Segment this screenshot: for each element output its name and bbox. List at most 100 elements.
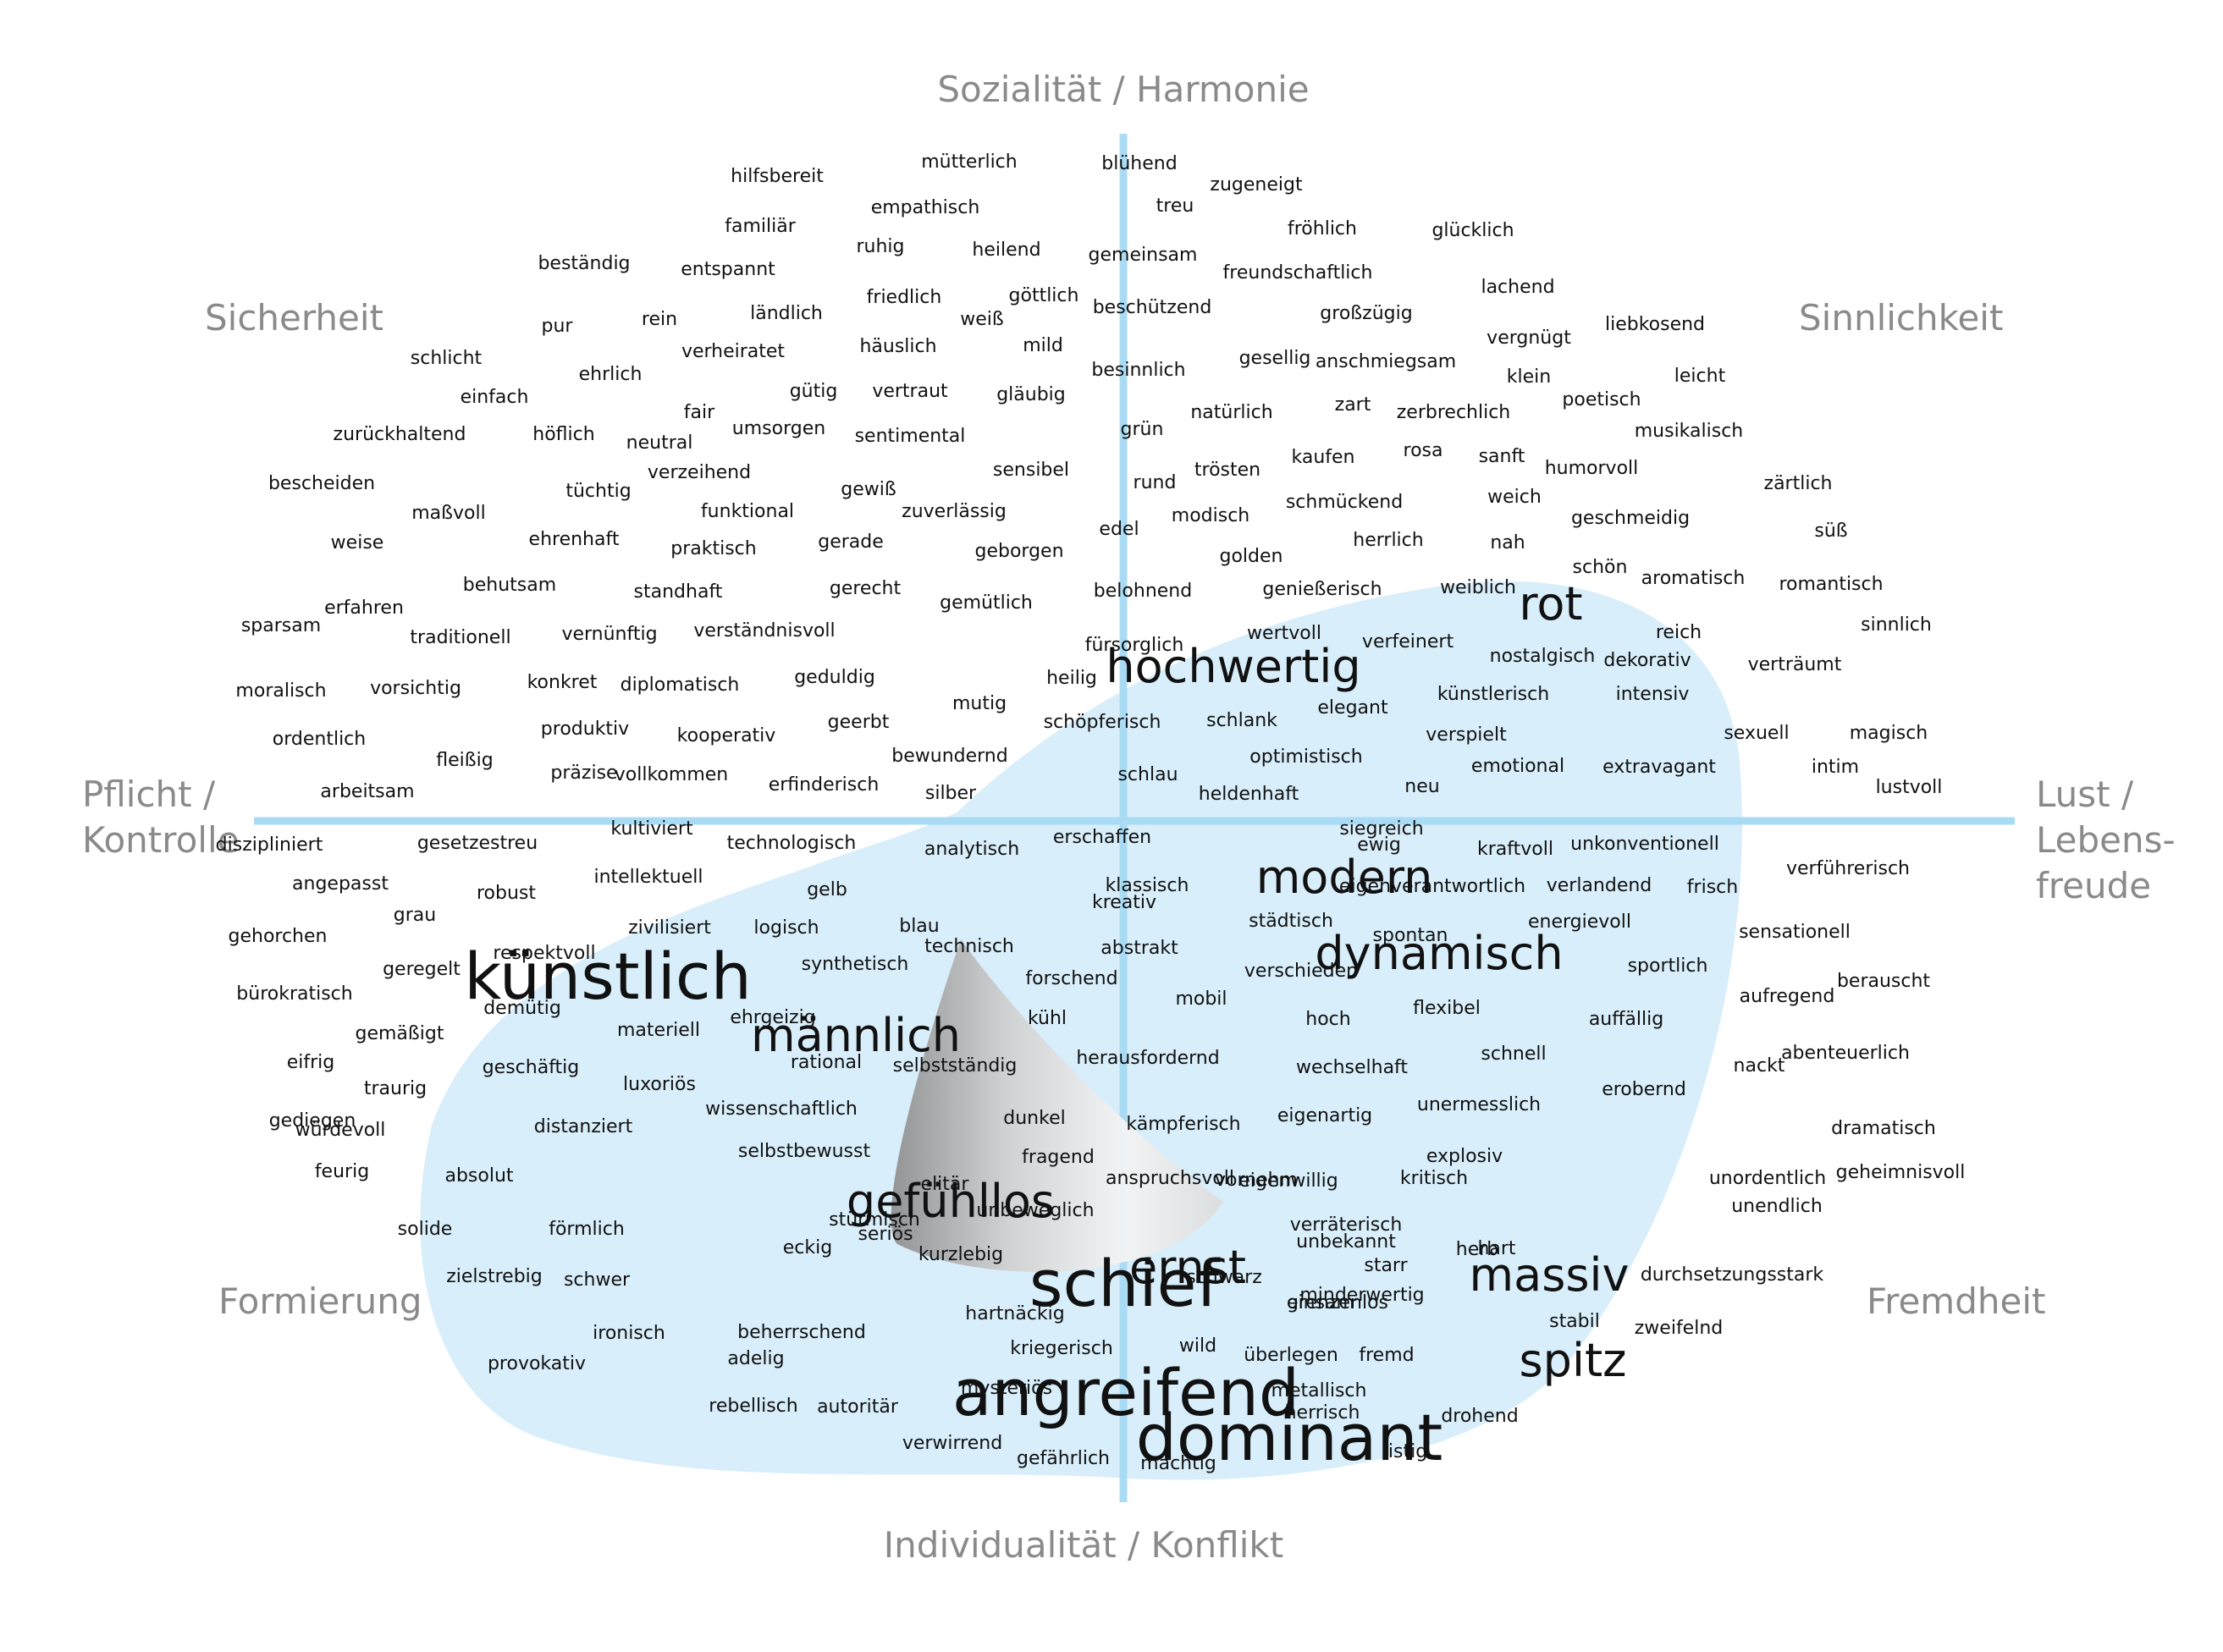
word-label: unkonventionell bbox=[1570, 834, 1719, 855]
word-label-emphasized: rot bbox=[1519, 577, 1582, 631]
word-label: grau bbox=[394, 905, 436, 926]
word-label: modisch bbox=[1172, 505, 1249, 526]
word-label: häuslich bbox=[859, 336, 936, 357]
word-label: mutig bbox=[952, 693, 1007, 714]
word-label: kritisch bbox=[1400, 1168, 1468, 1189]
word-label: autoritär bbox=[817, 1396, 899, 1418]
word-label: verlandend bbox=[1547, 875, 1652, 896]
word-label: klein bbox=[1507, 366, 1551, 388]
word-label: berauscht bbox=[1837, 971, 1930, 992]
word-label: göttlich bbox=[1009, 285, 1079, 306]
word-label: verständnisvoll bbox=[693, 620, 835, 642]
word-label: eigenverantwortlich bbox=[1339, 876, 1525, 897]
word-label: optimistisch bbox=[1249, 746, 1362, 768]
word-label: technologisch bbox=[727, 833, 857, 854]
word-label-emphasized: männlich bbox=[751, 1009, 961, 1062]
word-label: luxoriös bbox=[623, 1074, 696, 1095]
word-label: elegant bbox=[1317, 697, 1388, 719]
word-label: kühl bbox=[1028, 1008, 1067, 1029]
word-label: maßvoll bbox=[411, 503, 485, 524]
word-label: lachend bbox=[1481, 277, 1554, 298]
word-label: geschmeidig bbox=[1571, 508, 1690, 529]
word-label: ewig bbox=[1357, 834, 1401, 856]
cone-shape bbox=[891, 939, 1223, 1272]
word-label: moralisch bbox=[235, 680, 326, 702]
word-label: konkret bbox=[527, 672, 598, 693]
word-label: traurig bbox=[364, 1078, 427, 1099]
word-label: besinnlich bbox=[1091, 360, 1185, 381]
word-label: hart bbox=[1477, 1238, 1515, 1259]
word-label: praktisch bbox=[670, 538, 756, 559]
word-label: verheiratet bbox=[681, 341, 785, 362]
word-label: selbstbewusst bbox=[738, 1141, 871, 1162]
word-label: minderwertig bbox=[1299, 1285, 1424, 1306]
word-label: verfeinert bbox=[1362, 631, 1454, 653]
word-label: zerbrechlich bbox=[1397, 402, 1511, 423]
word-label: gesetzestreu bbox=[417, 833, 538, 854]
word-label: sexuell bbox=[1724, 723, 1789, 744]
word-label: tüchtig bbox=[565, 481, 631, 502]
word-label: romantisch bbox=[1779, 574, 1883, 595]
word-label: listig bbox=[1383, 1441, 1427, 1462]
word-label: bürokratisch bbox=[236, 983, 352, 1005]
word-label: stabil bbox=[1549, 1311, 1600, 1332]
word-label: freundschaftlich bbox=[1223, 262, 1373, 284]
word-label: sensibel bbox=[993, 460, 1069, 481]
word-label: verträumt bbox=[1748, 654, 1842, 675]
word-label: diszipliniert bbox=[216, 834, 323, 856]
word-label: herrisch bbox=[1285, 1402, 1360, 1423]
word-label: adelig bbox=[727, 1348, 784, 1369]
word-label: gefährlich bbox=[1017, 1448, 1110, 1469]
word-label: künstlerisch bbox=[1437, 684, 1549, 705]
word-label: friedlich bbox=[867, 287, 942, 308]
word-label: synthetisch bbox=[802, 954, 909, 975]
word-label: pur bbox=[542, 316, 574, 337]
word-label: silber bbox=[925, 783, 977, 804]
word-label-emphasized: gefühllos bbox=[847, 1175, 1055, 1228]
word-label-emphasized: modern bbox=[1256, 851, 1433, 904]
word-label: einsam bbox=[1287, 1292, 1354, 1313]
word-label: vollkommen bbox=[615, 764, 728, 785]
word-label: überlegen bbox=[1244, 1345, 1338, 1366]
word-label: herb bbox=[1456, 1239, 1499, 1260]
word-label: elitär bbox=[921, 1174, 970, 1195]
word-label: einfach bbox=[461, 387, 529, 408]
word-label: heilig bbox=[1046, 668, 1097, 689]
word-label: golden bbox=[1220, 546, 1283, 567]
word-label-emphasized: schief bbox=[1029, 1246, 1221, 1321]
word-label: anschmiegsam bbox=[1316, 351, 1456, 372]
word-label: forschend bbox=[1025, 968, 1117, 989]
word-label-emphasized: dominant bbox=[1136, 1400, 1443, 1475]
word-label: magisch bbox=[1850, 723, 1928, 744]
word-label: emotional bbox=[1471, 756, 1564, 777]
word-label: unendlich bbox=[1731, 1196, 1823, 1217]
word-label: fürsorglich bbox=[1085, 635, 1184, 656]
word-label: abenteuerlich bbox=[1781, 1043, 1910, 1064]
word-label: gemütlich bbox=[940, 592, 1033, 614]
word-label: sanft bbox=[1479, 446, 1525, 467]
quadrant-label-formierung: Formierung bbox=[218, 1280, 422, 1322]
word-label: fair bbox=[684, 402, 715, 423]
word-label: städtisch bbox=[1249, 911, 1333, 932]
word-label: ehrgeizig bbox=[730, 1007, 815, 1028]
word-label: kooperativ bbox=[677, 725, 776, 746]
word-label: wissenschaftlich bbox=[705, 1099, 858, 1120]
word-label: unbekannt bbox=[1296, 1231, 1396, 1253]
word-label: zuverlässig bbox=[902, 501, 1007, 522]
word-label: sinnlich bbox=[1861, 614, 1932, 636]
word-label: dramatisch bbox=[1831, 1118, 1936, 1139]
quadrant-label-sicherheit: Sicherheit bbox=[205, 297, 383, 339]
word-label: zivilisiert bbox=[628, 917, 711, 939]
word-label: grenzenlos bbox=[1287, 1292, 1388, 1313]
word-label: schlau bbox=[1117, 764, 1178, 785]
word-label: rebellisch bbox=[709, 1396, 797, 1417]
word-label: metallisch bbox=[1271, 1380, 1367, 1401]
word-label: unbeweglich bbox=[976, 1200, 1094, 1221]
word-label: gewiß bbox=[841, 479, 896, 500]
word-label: mild bbox=[1023, 335, 1063, 356]
word-label: neu bbox=[1404, 776, 1439, 797]
word-label: mächtig bbox=[1140, 1453, 1216, 1474]
word-label: empathisch bbox=[871, 197, 980, 218]
axes bbox=[254, 134, 2015, 1502]
